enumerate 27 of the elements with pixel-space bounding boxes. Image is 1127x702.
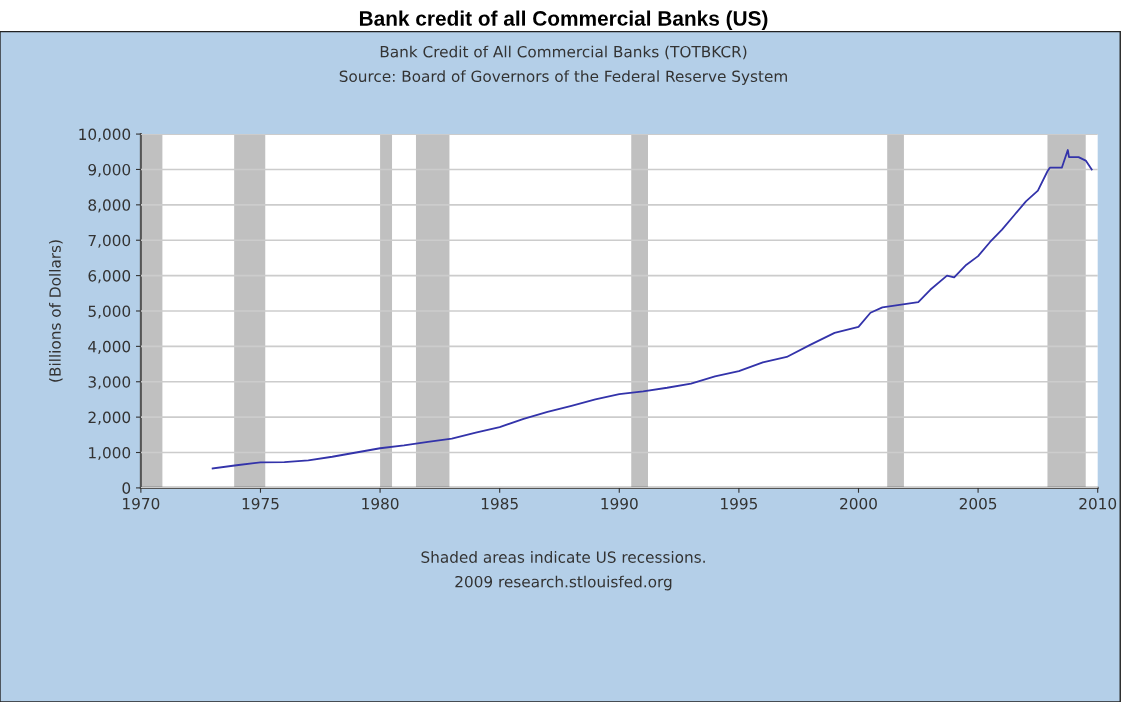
y-tick-label: 1,000: [89, 446, 131, 461]
y-axis-title: (Billions of Dollars): [49, 240, 63, 382]
text: Shaded areas indicate US recessions.: [421, 551, 705, 563]
x-tick-label: 1990: [601, 497, 638, 510]
y-tick-label: 0: [122, 482, 131, 494]
line-series: [211, 149, 1093, 470]
y-tick-label: 2,000: [88, 411, 131, 425]
chart-subtitle: Bank Credit of All Commercial Banks (TOTBKCR): [380, 45, 747, 60]
y-tick-label: 4,000: [88, 340, 131, 354]
y-tick-label: 5,000: [88, 305, 131, 319]
x-tick-label: 1970: [123, 497, 160, 510]
y-tick-label: 9,000: [88, 163, 131, 178]
x-tick-label: 1975: [242, 497, 279, 510]
y-tick-label: 6,000: [88, 270, 131, 284]
y-tick-label: 7,000: [88, 234, 131, 248]
x-tick-label: 2010: [1079, 497, 1117, 510]
text: 2009 research.stlouisfed.org: [455, 575, 672, 591]
x-tick-label: 2000: [840, 497, 877, 510]
x-tick-label: 1995: [721, 497, 757, 510]
source-note: Source: Board of Governors of the Federal Reserve System: [339, 70, 787, 85]
x-tick-label: 1985: [481, 497, 518, 510]
y-tick-label: 3,000: [88, 376, 131, 390]
y-tick-label: 10,000: [79, 128, 131, 142]
y-tick-label: 8,000: [88, 199, 131, 213]
chart-title: Bank credit of all Commercial Banks (US): [359, 10, 768, 30]
x-tick-label: 2005: [959, 497, 997, 510]
x-tick-label: 1980: [362, 497, 399, 510]
